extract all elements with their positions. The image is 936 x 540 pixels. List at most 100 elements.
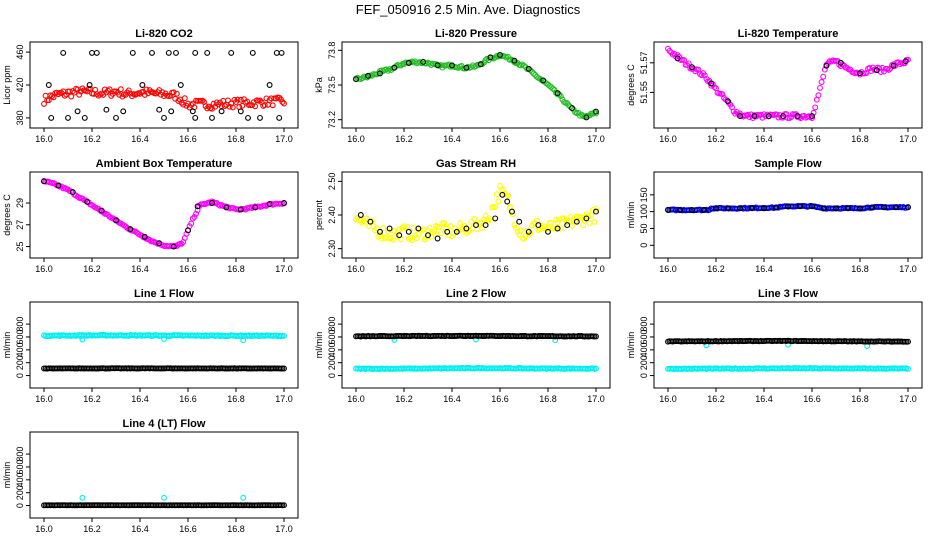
x-tick-label: 16.4 — [131, 524, 149, 534]
data-point — [586, 220, 593, 227]
y-axis-label: ml/min — [2, 462, 12, 489]
data-point — [473, 222, 479, 229]
data-point — [666, 48, 673, 54]
panel-sample: Sample Flow 16.0 16.2 16.4 16.6 16.8 17.0 0 50 10… — [626, 158, 923, 274]
x-tick-label: 16.2 — [395, 134, 413, 144]
data-point — [701, 72, 708, 79]
plot-area — [665, 202, 911, 214]
plot-area — [665, 337, 911, 373]
data-point — [511, 57, 518, 64]
data-point — [525, 65, 532, 72]
data-point — [192, 114, 199, 121]
x-tick-label: 17.0 — [275, 524, 293, 534]
data-point — [252, 204, 259, 211]
data-point — [41, 100, 47, 107]
panel-co2: Li-820 CO2 16.0 16.2 16.4 16.6 16.8 17.0 380 420… — [2, 28, 299, 144]
data-point — [237, 96, 244, 103]
data-point — [437, 230, 444, 237]
data-point — [737, 113, 743, 120]
series-black — [674, 55, 909, 120]
series-black — [353, 51, 599, 121]
x-tick-label: 17.0 — [899, 394, 917, 404]
y-axis-label: degrees C — [2, 194, 12, 236]
data-point — [436, 223, 443, 230]
data-point — [725, 98, 731, 105]
data-point — [844, 65, 851, 71]
data-point — [674, 52, 681, 59]
x-tick-label: 16.8 — [539, 134, 557, 144]
y-tick-label: 100 — [639, 204, 649, 219]
plot-area — [41, 49, 287, 121]
data-point — [530, 70, 537, 77]
data-point — [457, 220, 463, 227]
data-point — [404, 223, 411, 230]
data-point — [557, 225, 564, 232]
plot-frame — [29, 431, 299, 519]
x-tick-label: 16.8 — [227, 264, 245, 274]
panel-line3: Line 3 Flow 16.0 16.2 16.4 16.6 16.8 17.0 0 2004… — [626, 288, 923, 404]
plot-area — [353, 51, 599, 121]
y-tick-label: 800 — [15, 317, 25, 332]
data-point — [890, 62, 897, 69]
data-point — [525, 231, 532, 238]
data-point — [815, 92, 822, 99]
data-point — [204, 49, 211, 56]
data-point — [45, 97, 52, 104]
data-point — [117, 86, 124, 93]
series-black — [41, 502, 287, 509]
data-point — [833, 205, 839, 212]
data-point — [79, 336, 86, 343]
data-point — [431, 228, 438, 235]
data-point — [189, 108, 196, 115]
data-point — [869, 204, 875, 211]
data-point — [266, 82, 273, 88]
y-axis-label: percent — [314, 199, 324, 230]
data-point — [45, 82, 52, 88]
plot-frame — [341, 301, 611, 389]
data-point — [583, 215, 590, 222]
data-point — [477, 61, 484, 68]
x-tick-label: 16.6 — [179, 394, 197, 404]
x-tick-label: 16.6 — [491, 264, 509, 274]
plot-frame — [29, 301, 299, 389]
data-point — [701, 207, 707, 213]
data-point — [420, 58, 427, 65]
x-tick-label: 16.6 — [179, 524, 197, 534]
data-point — [588, 212, 595, 219]
data-point — [881, 204, 887, 211]
data-point — [240, 337, 247, 344]
y-axis-label: kPa — [314, 77, 324, 93]
x-tick-label: 16.8 — [851, 394, 869, 404]
data-point — [281, 332, 287, 339]
data-point — [168, 108, 175, 115]
data-point — [482, 222, 489, 229]
y-tick-label: 800 — [15, 447, 25, 462]
x-tick-label: 16.4 — [131, 394, 149, 404]
x-tick-label: 16.6 — [803, 134, 821, 144]
data-point — [385, 67, 391, 74]
data-point — [84, 198, 91, 205]
y-tick-label: 600 — [639, 329, 649, 344]
data-point — [89, 49, 95, 56]
series-green — [353, 52, 599, 120]
data-point — [554, 225, 561, 232]
series-black — [41, 365, 287, 372]
panel-grid: Li-820 CO2 16.0 16.2 16.4 16.6 16.8 17.0 380 420… — [2, 28, 923, 534]
data-point — [141, 91, 148, 98]
data-point — [521, 235, 527, 242]
x-tick-label: 16.0 — [35, 524, 53, 534]
y-axis-label: Licor ppm — [2, 65, 12, 105]
data-point — [391, 228, 398, 234]
data-point — [893, 204, 899, 211]
data-point — [434, 62, 441, 69]
data-point — [146, 237, 153, 243]
data-point — [809, 203, 815, 210]
data-point — [218, 108, 225, 115]
data-point — [52, 181, 59, 187]
panel-title: Gas Stream RH — [436, 158, 516, 170]
data-point — [797, 203, 803, 210]
y-tick-label: 200 — [15, 485, 25, 500]
data-point — [509, 208, 515, 215]
x-tick-label: 17.0 — [587, 264, 605, 274]
data-point — [276, 114, 283, 121]
